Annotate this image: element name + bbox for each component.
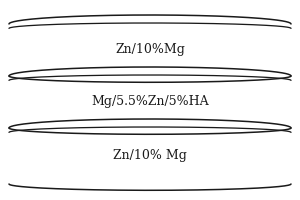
Text: Zn/10%Mg: Zn/10%Mg bbox=[115, 44, 185, 56]
Text: Zn/10% Mg: Zn/10% Mg bbox=[113, 150, 187, 162]
Text: Mg/5.5%Zn/5%HA: Mg/5.5%Zn/5%HA bbox=[91, 96, 209, 108]
